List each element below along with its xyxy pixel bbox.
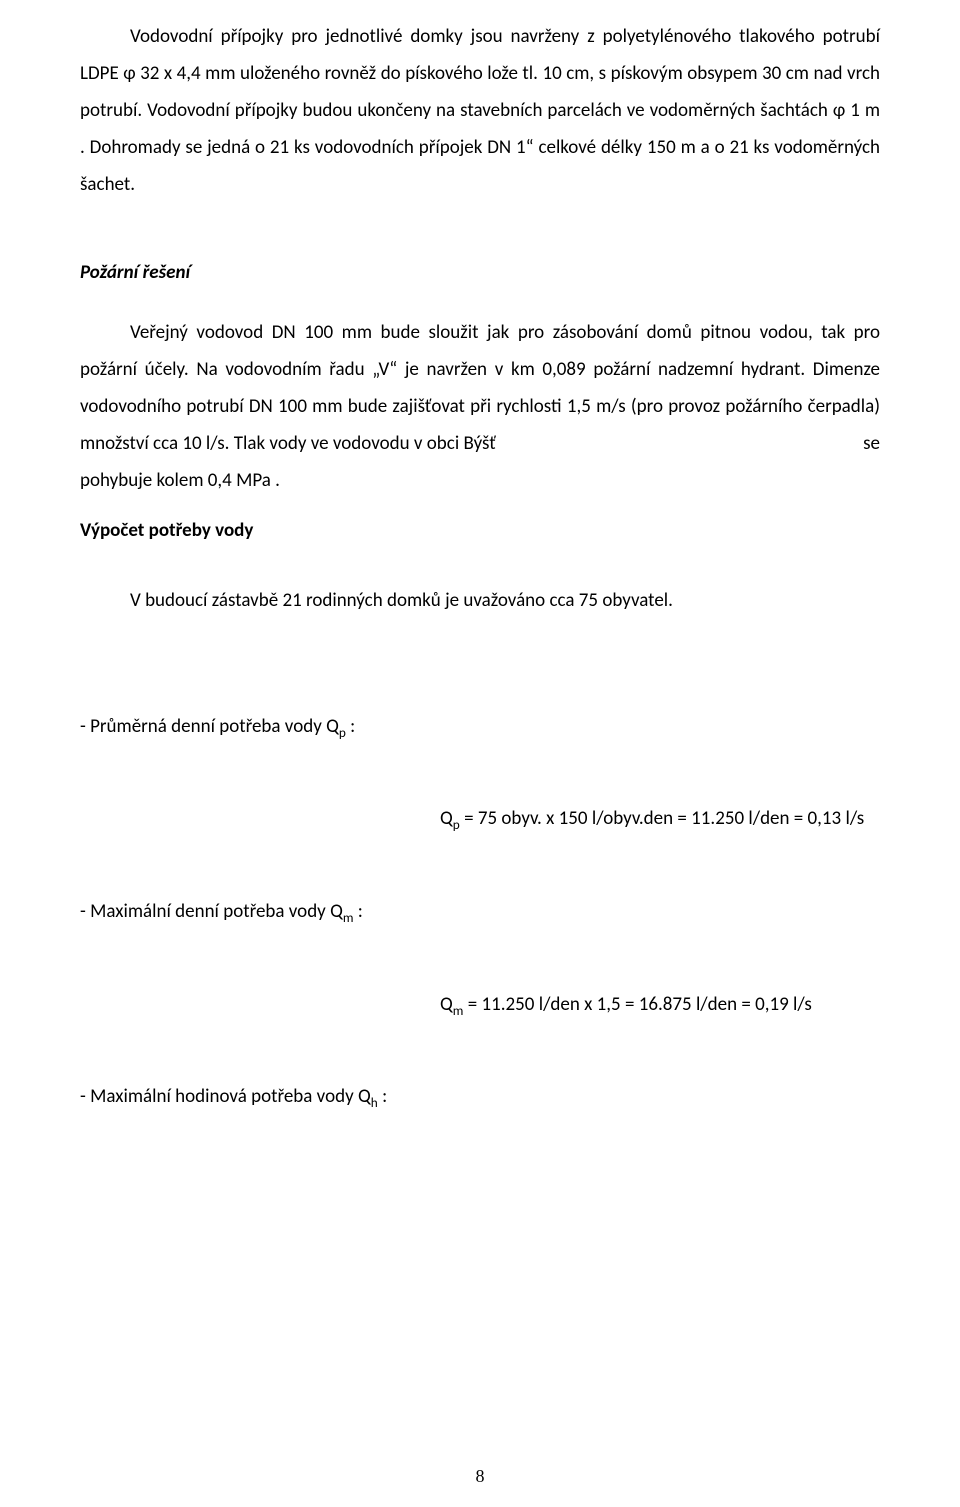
paragraph-intro: Vodovodní přípojky pro jednotlivé domky …: [80, 18, 880, 203]
section-title-vypocet: Výpočet potřeby vody: [80, 519, 880, 542]
qp-equation: Qp = 75 obyv. x 150 l/obyv.den = 11.250 …: [80, 800, 880, 838]
paragraph-pozarni: Veřejný vodovod DN 100 mm bude sloužit j…: [80, 314, 880, 462]
section-title-pozarni: Požární řešení: [80, 261, 880, 284]
spacer: [80, 638, 880, 668]
paragraph-pozarni-cont: pohybuje kolem 0,4 MPa .: [80, 462, 880, 499]
qp-label-sub: p: [339, 723, 346, 740]
qm-label: - Maximální denní potřeba vody Qm :: [80, 893, 880, 931]
qp-eq-prefix: Q: [440, 807, 453, 830]
qp-eq-value: = 75 obyv. x 150 l/obyv.den = 11.250 l/d…: [460, 807, 864, 830]
paragraph-pozarni-main: Veřejný vodovod DN 100 mm bude sloužit j…: [80, 321, 880, 455]
qm-eq-sub: m: [453, 1001, 464, 1018]
qp-label: - Průměrná denní potřeba vody Qp :: [80, 708, 880, 746]
qm-equation: Qm = 11.250 l/den x 1,5 = 16.875 l/den =…: [80, 986, 880, 1024]
paragraph-obyvatel: V budoucí zástavbě 21 rodinných domků je…: [80, 582, 880, 619]
qp-eq-sub: p: [453, 816, 460, 833]
page-number: 8: [0, 1466, 960, 1487]
qm-label-suffix: :: [354, 900, 363, 923]
qh-label-suffix: :: [378, 1085, 387, 1108]
qm-label-prefix: - Maximální denní potřeba vody Q: [80, 900, 343, 923]
qh-label-sub: h: [371, 1094, 378, 1111]
qm-eq-value: = 11.250 l/den x 1,5 = 16.875 l/den = 0,…: [463, 993, 811, 1016]
qp-label-prefix: - Průměrná denní potřeba vody Q: [80, 715, 339, 738]
paragraph-pozarni-se: se: [813, 425, 880, 462]
qp-label-suffix: :: [346, 715, 355, 738]
qh-label: - Maximální hodinová potřeba vody Qh :: [80, 1078, 880, 1116]
qm-eq-prefix: Q: [440, 993, 453, 1016]
qm-label-sub: m: [343, 909, 354, 926]
document-page: Vodovodní přípojky pro jednotlivé domky …: [0, 0, 960, 1507]
spacer: [80, 221, 880, 231]
qh-label-prefix: - Maximální hodinová potřeba vody Q: [80, 1085, 371, 1108]
